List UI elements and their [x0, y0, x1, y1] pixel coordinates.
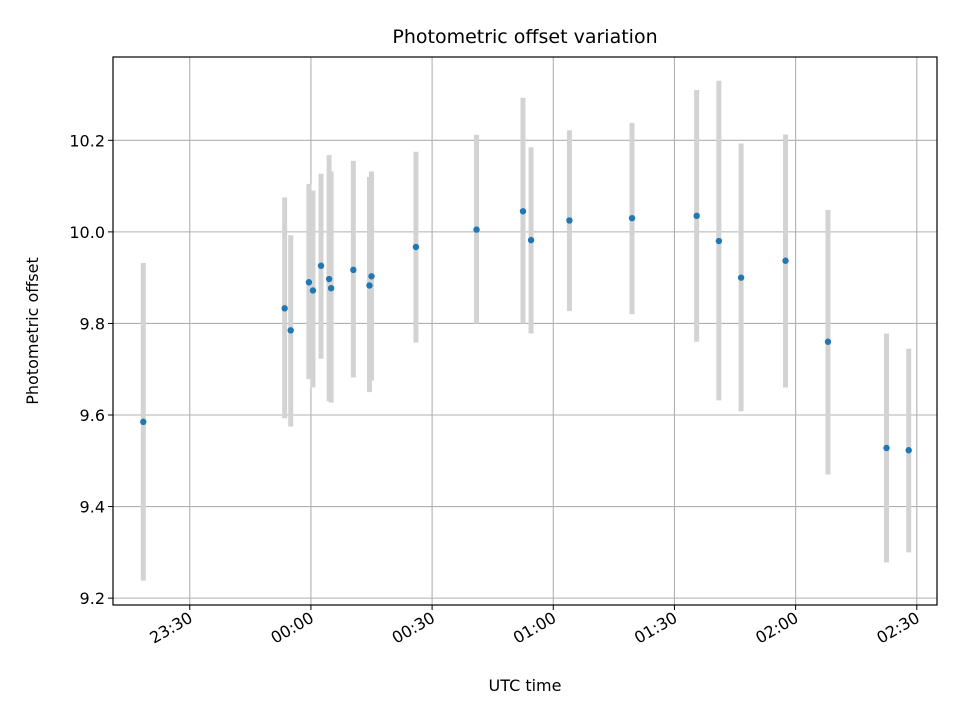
data-point	[327, 284, 335, 292]
data-point	[366, 282, 373, 289]
data-point	[527, 236, 535, 244]
data-point	[309, 287, 317, 294]
chart-title: Photometric offset variation	[392, 26, 657, 48]
y-axis-title: Photometric offset	[23, 257, 42, 405]
y-tick-label: 10.0	[69, 223, 105, 242]
x-tick-label: 00:30	[389, 608, 438, 648]
data-point	[905, 447, 912, 454]
x-tick-label: 01:30	[631, 608, 680, 648]
data-point	[628, 214, 636, 222]
data-point	[317, 262, 325, 269]
x-tick-label: 23:30	[146, 608, 195, 648]
data-markers	[140, 208, 912, 454]
y-tick-label: 9.4	[80, 498, 105, 517]
data-point	[737, 274, 745, 281]
x-tick-label: 01:00	[510, 608, 559, 648]
x-tick-label: 00:00	[267, 608, 316, 648]
data-point	[883, 444, 890, 452]
x-tick-label: 02:30	[873, 608, 922, 648]
data-point	[281, 305, 288, 312]
data-point	[412, 243, 420, 251]
data-point	[693, 212, 700, 220]
y-tick-label: 10.2	[69, 131, 105, 150]
y-tick-label: 9.6	[80, 406, 105, 425]
data-point	[715, 237, 723, 245]
data-point	[325, 275, 333, 283]
y-axis-ticks: 9.2 9.4 9.6 9.8 10.0 10.2	[69, 131, 113, 608]
data-point	[368, 273, 375, 280]
data-point	[824, 338, 832, 345]
data-point	[782, 257, 789, 264]
data-point	[566, 217, 573, 224]
plot-frame	[112, 56, 938, 606]
error-bars	[140, 80, 912, 581]
y-tick-label: 9.8	[80, 314, 105, 333]
data-point	[287, 327, 294, 334]
x-axis-ticks: 23:30 00:00 00:30 01:00 01:30 02:00 02:30	[146, 605, 923, 648]
data-point	[473, 226, 480, 233]
x-tick-label: 02:00	[752, 608, 801, 648]
data-point	[305, 279, 313, 286]
data-point	[350, 266, 357, 274]
y-tick-label: 9.2	[80, 589, 105, 608]
x-axis-title: UTC time	[489, 676, 562, 695]
data-point	[140, 418, 147, 426]
data-point	[519, 208, 527, 215]
